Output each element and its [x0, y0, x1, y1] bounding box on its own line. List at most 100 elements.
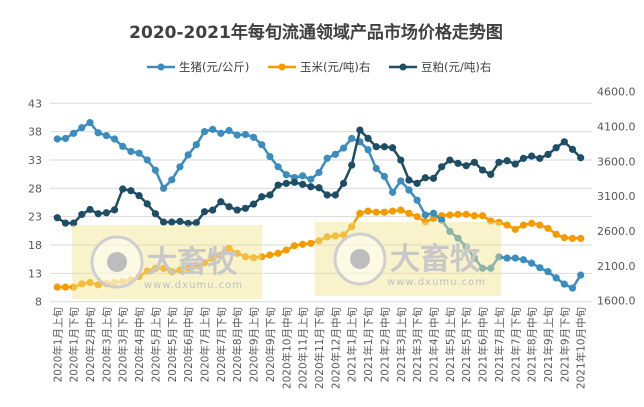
data-point	[119, 185, 127, 193]
data-point	[470, 254, 478, 262]
x-tick-label: 2020年11月上旬	[297, 307, 310, 389]
left-tick-label: 38	[28, 126, 42, 139]
x-tick-label: 2020年6月中旬	[182, 307, 195, 382]
x-tick-label: 2021年6月中旬	[477, 307, 490, 382]
data-point	[315, 168, 323, 177]
x-tick-label: 2021年10月中旬	[575, 307, 588, 389]
data-point	[454, 210, 462, 218]
data-point	[233, 206, 241, 214]
data-point	[397, 206, 405, 214]
data-point	[478, 264, 487, 272]
data-point	[233, 131, 241, 139]
data-point	[364, 146, 372, 154]
data-point	[168, 218, 176, 226]
data-point	[282, 171, 290, 179]
data-point	[544, 224, 552, 232]
data-point	[217, 251, 225, 259]
data-point	[274, 163, 282, 171]
data-point	[364, 207, 372, 215]
left-tick-label: 13	[28, 267, 42, 280]
right-tick-label: 1600.0	[597, 295, 636, 308]
x-tick-label: 2021年8月中旬	[526, 307, 539, 382]
x-tick-label: 2020年11月下旬	[313, 307, 326, 389]
data-point	[160, 218, 168, 226]
data-point	[241, 204, 249, 212]
x-tick-label: 2020年1月上旬	[51, 307, 64, 382]
data-point	[372, 143, 380, 151]
watermark-url: www.dxumu.com	[144, 280, 243, 291]
data-point	[519, 221, 528, 229]
data-point	[372, 164, 380, 173]
data-point	[209, 254, 217, 262]
data-point	[544, 150, 552, 158]
left-tick-label: 23	[28, 211, 42, 224]
data-point	[307, 175, 315, 183]
data-point	[135, 149, 143, 157]
data-point	[176, 163, 184, 171]
data-point	[470, 212, 478, 220]
watermark-logo-eye	[107, 252, 127, 272]
data-point	[209, 206, 217, 214]
x-tick-label: 2021年9月上旬	[542, 307, 555, 382]
data-point	[560, 138, 568, 146]
watermark-name: 大畜牧	[147, 245, 238, 280]
x-tick-label: 2020年2月中旬	[84, 307, 97, 382]
data-point	[217, 129, 225, 137]
data-point	[348, 161, 356, 169]
data-point	[454, 234, 462, 242]
legend-marker	[399, 63, 407, 71]
data-point	[119, 142, 127, 150]
legend-marker	[157, 63, 165, 71]
x-tick-label: 2020年8月中旬	[231, 307, 244, 382]
data-point	[536, 264, 544, 272]
x-tick-label: 2021年7月上旬	[493, 307, 506, 382]
data-point	[528, 219, 536, 227]
data-point	[397, 156, 405, 164]
data-point	[143, 267, 151, 275]
data-point	[110, 206, 119, 214]
data-point	[413, 196, 421, 204]
x-tick-label: 2021年1月下旬	[362, 307, 375, 382]
data-point	[299, 180, 307, 188]
data-point	[405, 209, 413, 217]
x-tick-label: 2021年1月上旬	[346, 307, 359, 382]
data-point	[102, 132, 110, 140]
data-point	[577, 234, 585, 242]
data-point	[282, 179, 290, 187]
data-point	[290, 178, 299, 186]
data-point	[421, 218, 429, 226]
data-point	[61, 219, 70, 227]
data-point	[470, 158, 478, 166]
data-point	[487, 217, 495, 225]
data-point	[421, 211, 429, 219]
data-point	[184, 219, 192, 227]
data-point	[70, 129, 78, 137]
x-tick-label: 2020年3月下旬	[117, 307, 130, 382]
data-point	[389, 207, 397, 215]
data-point	[323, 191, 331, 199]
data-point	[274, 181, 282, 189]
data-point	[209, 125, 217, 133]
watermark-name: 大畜牧	[390, 242, 481, 277]
data-point	[53, 283, 61, 291]
data-point	[233, 249, 241, 257]
x-tick-label: 2021年5月下旬	[460, 307, 473, 382]
data-point	[495, 158, 503, 166]
data-point	[53, 214, 61, 222]
data-point	[438, 216, 446, 224]
data-point	[143, 200, 151, 208]
gridlines	[50, 102, 592, 303]
data-point	[70, 283, 78, 291]
data-point	[290, 242, 299, 250]
data-point	[266, 191, 274, 199]
data-point	[78, 124, 86, 132]
data-point	[299, 240, 307, 248]
right-tick-label: 4600.0	[597, 86, 636, 99]
data-point	[249, 200, 258, 208]
data-point	[192, 141, 200, 149]
data-point	[61, 283, 70, 291]
data-point	[225, 126, 233, 135]
data-point	[528, 152, 536, 160]
